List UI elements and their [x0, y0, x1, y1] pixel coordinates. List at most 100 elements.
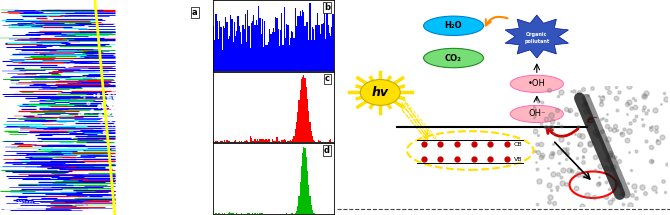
Bar [250, 213, 251, 214]
Bar [235, 140, 237, 142]
Bar [299, 90, 301, 142]
Bar [296, 122, 297, 142]
Bar [246, 140, 247, 142]
Bar [279, 46, 280, 71]
Bar [262, 213, 263, 214]
Bar [291, 141, 292, 142]
Bar [281, 140, 283, 142]
Bar [246, 42, 247, 71]
Bar [259, 139, 261, 142]
Bar [274, 32, 275, 71]
Bar [308, 40, 310, 71]
Bar [296, 210, 297, 214]
Bar [250, 48, 251, 71]
Bar [235, 36, 237, 71]
Bar [232, 42, 234, 71]
Bar [253, 141, 255, 142]
Bar [264, 140, 265, 142]
Bar [273, 28, 274, 71]
Bar [299, 182, 301, 214]
Bar [241, 213, 243, 214]
Bar [331, 213, 332, 214]
Bar [292, 32, 293, 71]
Bar [290, 140, 291, 142]
Bar [256, 20, 257, 71]
Bar [274, 141, 275, 142]
Bar [269, 139, 270, 142]
Ellipse shape [423, 16, 484, 35]
Text: VB: VB [513, 157, 522, 162]
Bar [219, 22, 220, 71]
Bar [252, 141, 253, 142]
Bar [304, 78, 306, 142]
Bar [310, 40, 312, 71]
Ellipse shape [510, 75, 563, 92]
Bar [241, 141, 243, 142]
Bar [296, 26, 297, 71]
Bar [283, 139, 285, 142]
Bar [232, 213, 234, 214]
Bar [334, 141, 335, 142]
Bar [306, 157, 307, 214]
Bar [245, 14, 246, 71]
Text: e⁻: e⁻ [587, 115, 598, 124]
Bar [255, 139, 256, 142]
Bar [286, 24, 287, 71]
Bar [256, 141, 257, 142]
Bar [228, 141, 229, 142]
Bar [319, 213, 320, 214]
Bar [328, 25, 329, 71]
Bar [312, 136, 313, 142]
Bar [268, 42, 269, 71]
Bar [325, 38, 326, 71]
Bar [313, 213, 314, 214]
Bar [295, 213, 296, 214]
Bar [247, 141, 249, 142]
Bar [263, 139, 264, 142]
Bar [320, 141, 322, 142]
Bar [304, 26, 306, 71]
Bar [231, 213, 232, 214]
Bar [259, 213, 261, 214]
Bar [332, 14, 334, 71]
Bar [298, 196, 299, 214]
Text: CO₂: CO₂ [445, 54, 462, 63]
Bar [301, 80, 302, 142]
Bar [267, 140, 268, 142]
Bar [258, 6, 259, 71]
Bar [286, 213, 287, 214]
Bar [292, 139, 293, 142]
Bar [263, 48, 264, 71]
Bar [226, 22, 228, 71]
Bar [257, 213, 258, 214]
Bar [289, 45, 290, 71]
Bar [265, 45, 267, 71]
Bar [247, 10, 249, 71]
Bar [261, 213, 262, 214]
Bar [293, 38, 295, 71]
Bar [230, 213, 231, 214]
Bar [229, 141, 230, 142]
Bar [225, 17, 226, 71]
Text: Organic: Organic [526, 32, 547, 37]
Text: c: c [325, 74, 330, 83]
Bar [243, 29, 245, 71]
Bar [301, 166, 302, 214]
Bar [245, 141, 246, 142]
Bar [253, 15, 255, 71]
Polygon shape [505, 15, 568, 58]
Bar [240, 141, 241, 142]
Bar [237, 17, 239, 71]
Bar [222, 213, 223, 214]
Bar [291, 31, 292, 71]
Bar [252, 21, 253, 71]
Bar [216, 21, 218, 71]
Bar [314, 213, 316, 214]
Bar [275, 141, 277, 142]
Bar [228, 213, 229, 214]
Bar [214, 40, 216, 71]
Bar [240, 32, 241, 71]
Text: 100nm: 100nm [16, 200, 34, 205]
Bar [224, 213, 225, 214]
Bar [281, 13, 283, 71]
